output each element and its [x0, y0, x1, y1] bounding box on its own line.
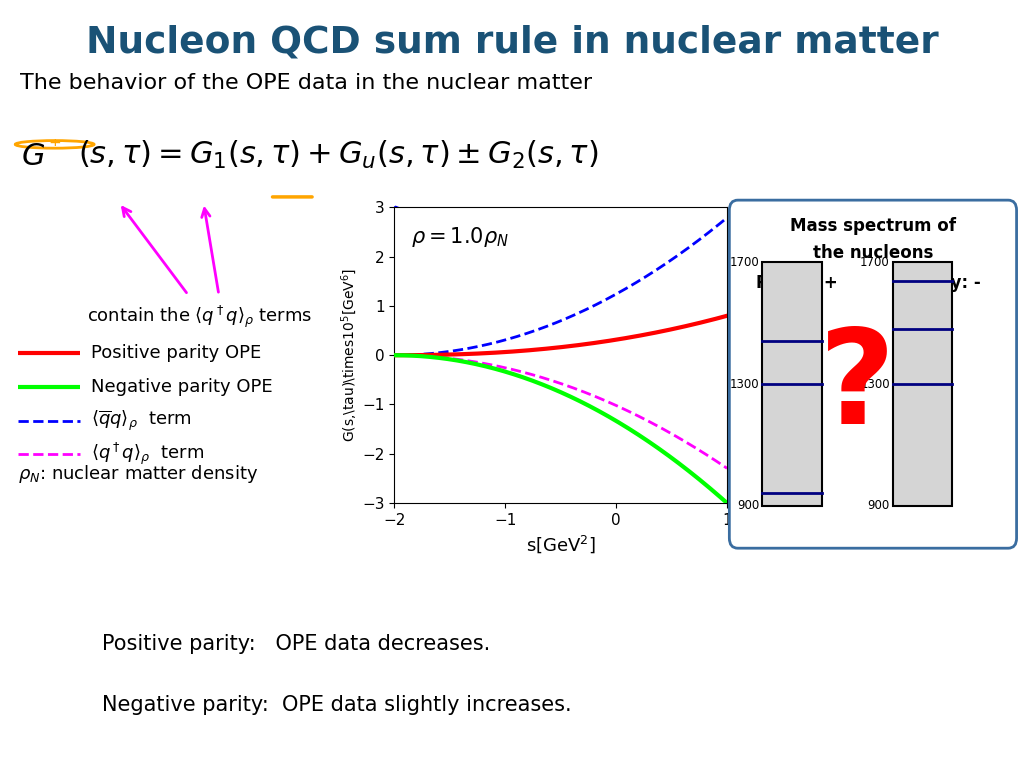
Text: $G$: $G$	[20, 141, 45, 170]
X-axis label: s[GeV$^2$]: s[GeV$^2$]	[525, 533, 596, 555]
Text: Positive parity:   OPE data decreases.: Positive parity: OPE data decreases.	[102, 634, 490, 654]
Text: 900: 900	[867, 499, 890, 512]
Text: Negative parity:  OPE data slightly increases.: Negative parity: OPE data slightly incre…	[102, 695, 572, 715]
Text: the nucleons: the nucleons	[813, 244, 933, 262]
Text: $\rho=1.0\rho_N$: $\rho=1.0\rho_N$	[411, 225, 509, 249]
Text: contains the $\langle\overline{q}q\rangle_\rho$ term: contains the $\langle\overline{q}q\rangl…	[457, 269, 669, 293]
Text: Positive parity OPE: Positive parity OPE	[91, 344, 261, 362]
Text: $\langle q^\dagger q\rangle_\rho$  term: $\langle q^\dagger q\rangle_\rho$ term	[91, 441, 205, 468]
Y-axis label: G(s,\tau)\times10$^5$[GeV$^6$]: G(s,\tau)\times10$^5$[GeV$^6$]	[339, 268, 359, 442]
Text: 1700: 1700	[730, 256, 760, 269]
Text: 1300: 1300	[860, 378, 890, 390]
Text: $\langle\overline{q}q\rangle_\rho$  term: $\langle\overline{q}q\rangle_\rho$ term	[91, 409, 191, 433]
Text: Nucleon QCD sum rule in nuclear matter: Nucleon QCD sum rule in nuclear matter	[86, 25, 938, 61]
Text: $\pm$: $\pm$	[48, 137, 61, 152]
FancyBboxPatch shape	[729, 200, 1017, 548]
Bar	[893, 263, 952, 505]
Text: Parity: -: Parity: -	[906, 274, 981, 293]
Text: 1300: 1300	[730, 378, 760, 390]
Text: 1700: 1700	[860, 256, 890, 269]
Text: ?: ?	[819, 323, 896, 451]
Text: 900: 900	[737, 499, 760, 512]
Text: $(s,\tau) = G_1(s,\tau) + G_u(s,\tau) \pm G_2(s,\tau)$: $(s,\tau) = G_1(s,\tau) + G_u(s,\tau) \p…	[78, 138, 599, 170]
Bar	[762, 263, 822, 505]
Text: Negative parity OPE: Negative parity OPE	[91, 378, 273, 396]
Text: $\rho_N$: nuclear matter density: $\rho_N$: nuclear matter density	[17, 463, 258, 485]
Text: Parity: +: Parity: +	[756, 274, 838, 293]
Text: The behavior of the OPE data in the nuclear matter: The behavior of the OPE data in the nucl…	[20, 73, 593, 93]
Text: Mass spectrum of: Mass spectrum of	[790, 217, 956, 235]
Text: contain the $\langle q^\dagger q\rangle_\rho$ terms: contain the $\langle q^\dagger q\rangle_…	[87, 304, 312, 330]
